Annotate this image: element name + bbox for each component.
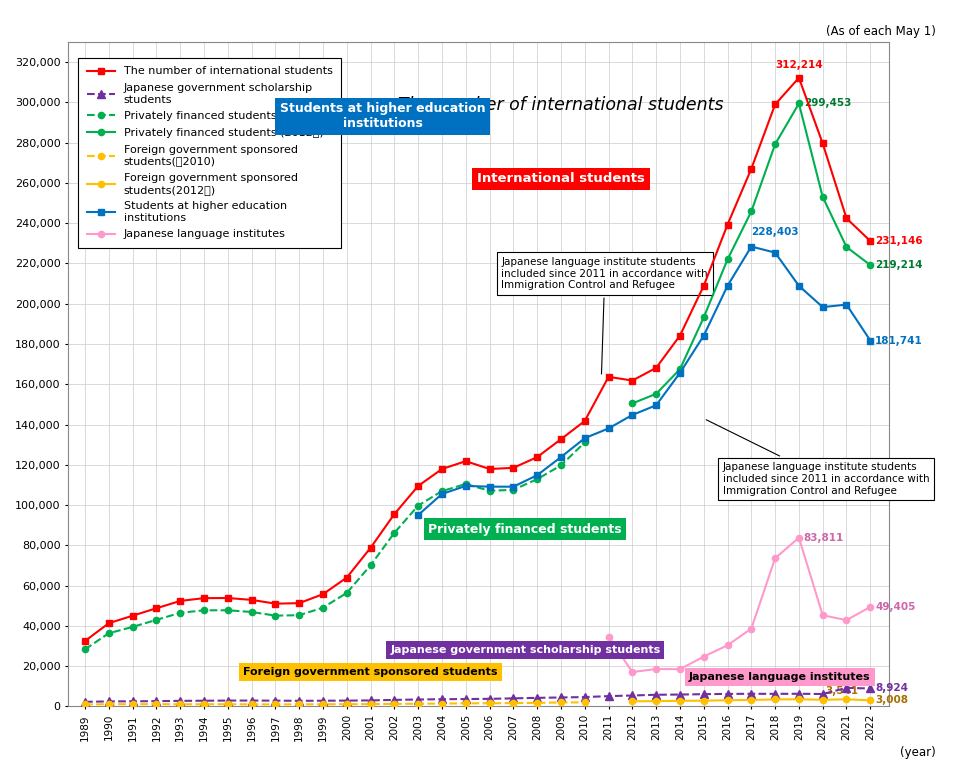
Text: 231,146: 231,146 <box>876 236 923 246</box>
Text: Japanese language institutes: Japanese language institutes <box>689 672 871 682</box>
Text: 181,741: 181,741 <box>876 335 923 345</box>
Text: Japanese government scholarship students: Japanese government scholarship students <box>390 645 660 655</box>
Text: 83,811: 83,811 <box>804 533 844 543</box>
Text: 9,220: 9,220 <box>826 673 858 683</box>
Legend: The number of international students, Japanese government scholarship
students, : The number of international students, Ja… <box>78 58 342 248</box>
Text: 3,541: 3,541 <box>826 686 858 696</box>
Text: 228,403: 228,403 <box>752 227 799 237</box>
Text: 312,214: 312,214 <box>775 60 823 70</box>
Text: International students: International students <box>477 173 645 185</box>
Text: (year): (year) <box>900 746 936 759</box>
Text: Japanese language institute students
included since 2011 in accordance with
Immi: Japanese language institute students inc… <box>501 257 708 374</box>
Text: Students at higher education
institutions: Students at higher education institution… <box>279 103 486 130</box>
Text: 49,405: 49,405 <box>876 602 916 612</box>
Text: Japanese language institute students
included since 2011 in accordance with
Immi: Japanese language institute students inc… <box>707 419 929 496</box>
Text: Privately financed students: Privately financed students <box>428 523 622 536</box>
Text: (As of each May 1): (As of each May 1) <box>827 25 936 38</box>
Text: 299,453: 299,453 <box>804 99 852 109</box>
Text: The number of international students: The number of international students <box>398 96 724 114</box>
Text: 8,924: 8,924 <box>876 683 908 693</box>
Text: Foreign government sponsored students: Foreign government sponsored students <box>243 667 498 677</box>
Text: 3,008: 3,008 <box>876 695 908 705</box>
Text: 219,214: 219,214 <box>876 260 923 270</box>
